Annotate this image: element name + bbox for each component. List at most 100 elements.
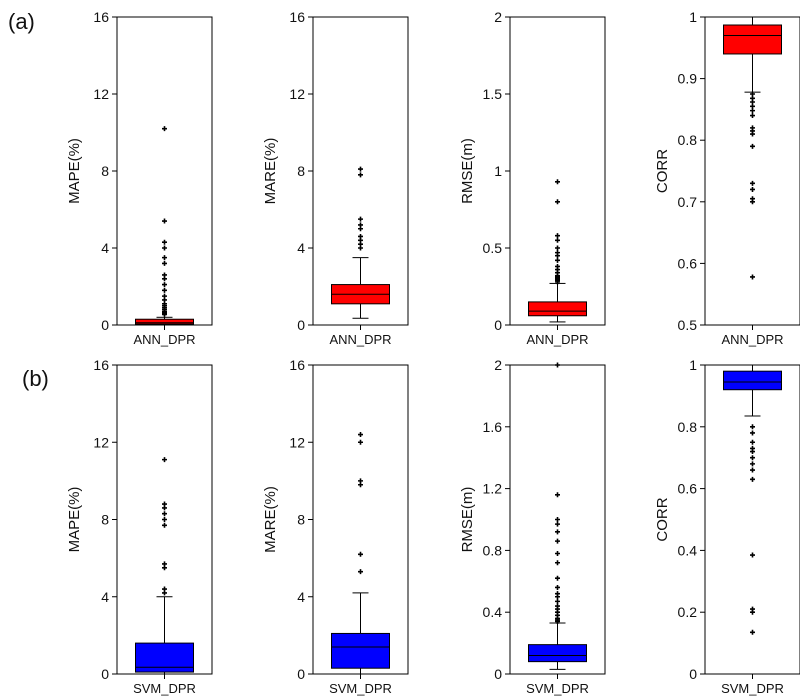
outlier-point (162, 245, 167, 251)
outlier-point (162, 590, 167, 596)
outlier-point (358, 226, 363, 232)
outlier-point (750, 461, 755, 467)
outlier-point (750, 186, 755, 192)
outlier-point (555, 529, 560, 535)
iqr-box (723, 370, 782, 391)
boxplot-3: 0 0.5 1 1.5 2 RMSE(m) ANN_DPR (459, 9, 606, 347)
y-tick-label: 12 (93, 434, 109, 450)
y-tick-label: 4 (297, 589, 305, 605)
iqr-box (331, 632, 390, 669)
boxplot-4: 0.5 0.6 0.7 0.8 0.9 1 CORR ANN_DPR (654, 9, 800, 347)
outlier-point (555, 517, 560, 522)
y-tick-label: 12 (289, 434, 305, 450)
y-axis-label: MARE(%) (262, 138, 279, 205)
outlier-point (555, 598, 560, 604)
y-tick-label: 1 (689, 357, 697, 373)
y-tick-label: 1.5 (483, 86, 503, 102)
outlier-point (750, 449, 755, 455)
outlier-point (750, 99, 755, 105)
y-tick-label: 12 (93, 86, 109, 102)
outlier-point (555, 245, 560, 251)
y-axis-label: MAPE(%) (66, 487, 83, 553)
y-axis-label: CORR (654, 149, 671, 193)
category-label: ANN_DPR (133, 332, 195, 347)
outlier-point (358, 166, 363, 172)
outlier-point (162, 565, 167, 571)
outlier-point (162, 260, 167, 266)
panel-label-a: (a) (8, 9, 35, 34)
outlier-point (358, 216, 363, 222)
category-label: SVM_DPR (721, 681, 784, 696)
outlier-point (358, 432, 363, 438)
outlier-point (555, 362, 560, 368)
outlier-point (750, 552, 755, 558)
outlier-point (555, 279, 560, 285)
outlier-point (162, 505, 167, 511)
boxplot-5: 0 4 8 12 16 MAPE(%) SVM_DPR (66, 357, 213, 696)
outlier-point (750, 108, 755, 114)
y-tick-label: 0.6 (678, 255, 698, 271)
y-tick-label: 0.8 (483, 542, 503, 558)
outlier-point (162, 517, 167, 522)
outlier-point (750, 103, 755, 109)
boxplot-2: 0 4 8 12 16 MARE(%) ANN_DPR (262, 9, 409, 347)
outlier-point (162, 276, 167, 282)
boxplot-1: 0 4 8 12 16 MAPE(%) ANN_DPR (66, 9, 213, 347)
category-label: ANN_DPR (721, 332, 783, 347)
y-tick-label: 0 (494, 317, 502, 333)
y-tick-label: 8 (101, 163, 109, 179)
outlier-point (358, 245, 363, 251)
y-tick-label: 0 (689, 666, 697, 682)
y-tick-label: 0.7 (678, 194, 698, 210)
y-tick-label: 0 (297, 317, 305, 333)
boxplot-8: 0 0.2 0.4 0.6 0.8 1 CORR SVM_DPR (654, 357, 800, 696)
outlier-point (555, 492, 560, 498)
y-axis-label: CORR (654, 497, 671, 541)
y-tick-label: 0.4 (483, 604, 503, 620)
outlier-point (750, 131, 755, 137)
category-label: ANN_DPR (329, 332, 391, 347)
outlier-point (750, 91, 755, 97)
outlier-point (162, 457, 167, 463)
outlier-point (162, 522, 167, 528)
outlier-point (358, 569, 363, 575)
y-tick-label: 0 (297, 666, 305, 682)
boxplot-6: 0 4 8 12 16 MARE(%) SVM_DPR (262, 357, 409, 696)
iqr-box (528, 644, 587, 663)
plots-layer: 0481216MAPE(%)ANN_DPR0481216MARE(%)ANN_D… (66, 9, 800, 696)
y-tick-label: 8 (101, 512, 109, 528)
y-tick-label: 4 (101, 240, 109, 256)
outlier-point (555, 538, 560, 544)
outlier-point (358, 439, 363, 445)
y-tick-label: 1 (494, 163, 502, 179)
outlier-point (750, 430, 755, 436)
y-tick-label: 2 (494, 357, 502, 373)
outlier-point (162, 287, 167, 293)
outlier-point (750, 143, 755, 149)
y-tick-label: 0.8 (678, 132, 698, 148)
outlier-point (750, 467, 755, 473)
y-tick-label: 0.8 (678, 419, 698, 435)
y-tick-label: 0.2 (678, 604, 698, 620)
outlier-point (162, 218, 167, 224)
y-tick-label: 0.9 (678, 71, 698, 87)
y-tick-label: 0.5 (678, 317, 698, 333)
outlier-point (750, 455, 755, 461)
y-tick-label: 0 (101, 317, 109, 333)
outlier-point (555, 257, 560, 263)
outlier-point (358, 482, 363, 488)
outlier-point (358, 551, 363, 557)
category-label: SVM_DPR (329, 681, 392, 696)
outlier-point (750, 199, 755, 205)
outlier-point (162, 255, 167, 261)
outlier-point (555, 233, 560, 239)
outlier-point (750, 439, 755, 445)
outlier-point (750, 180, 755, 186)
y-tick-label: 16 (93, 9, 109, 25)
y-axis-label: MARE(%) (262, 486, 279, 553)
y-tick-label: 1.2 (483, 481, 503, 497)
outlier-point (555, 179, 560, 185)
y-tick-label: 0.4 (678, 542, 698, 558)
outlier-point (162, 511, 167, 517)
boxplot-7: 0 0.4 0.8 1.2 1.6 2 RMSE(m) SVM_DPR (459, 357, 606, 696)
